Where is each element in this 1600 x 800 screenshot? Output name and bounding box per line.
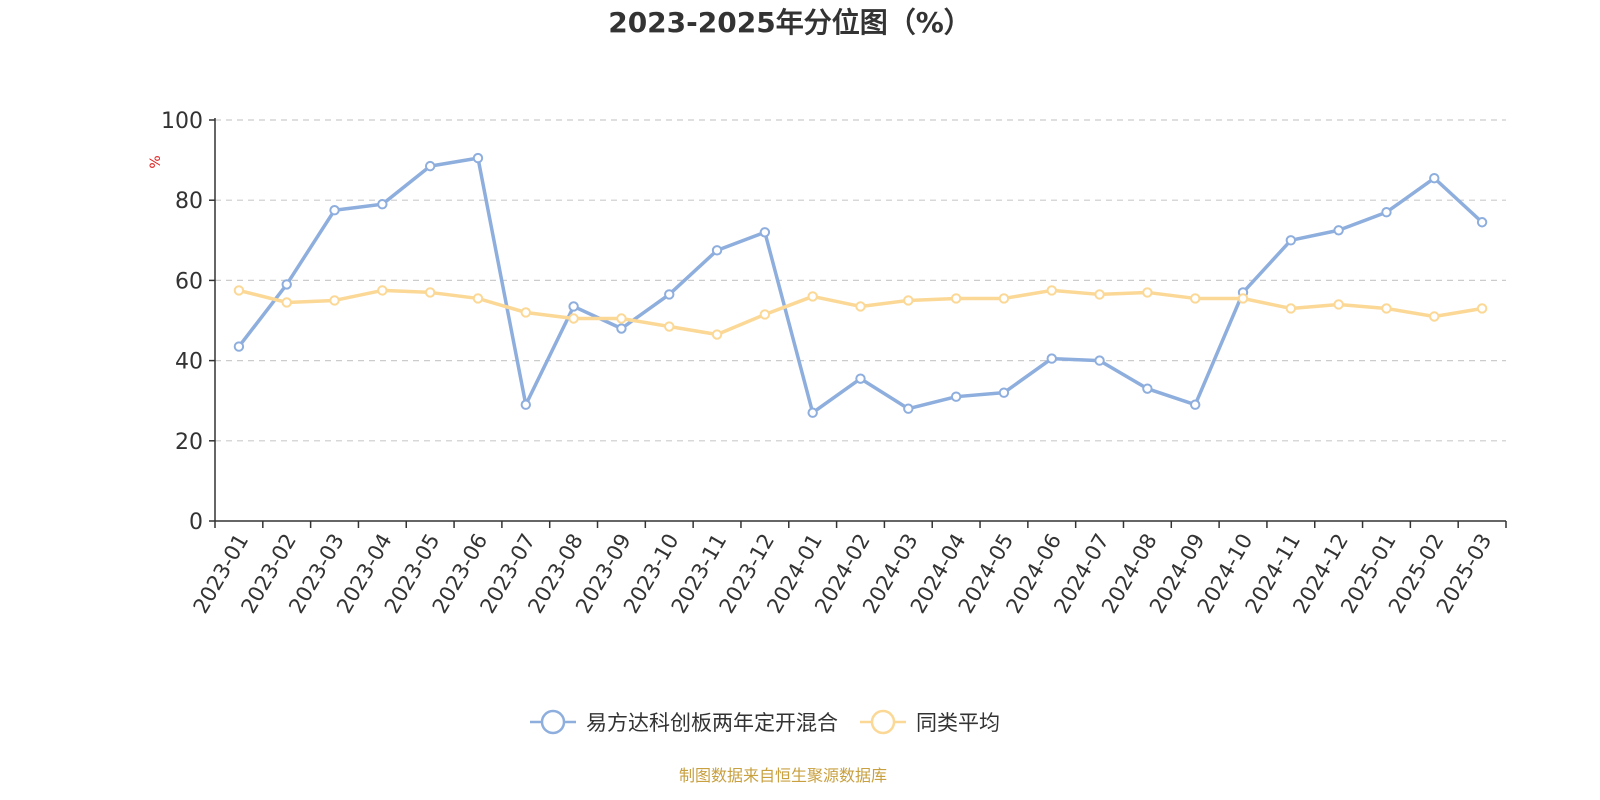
- data-source-note: 制图数据来自恒生聚源数据库: [679, 766, 887, 785]
- data-point: [903, 403, 914, 414]
- data-point: [377, 285, 388, 296]
- data-point: [998, 387, 1010, 398]
- data-point: [1094, 355, 1105, 366]
- x-tick-labels: 2023-012023-022023-032023-042023-052023-…: [189, 521, 1507, 617]
- data-point: [1476, 303, 1488, 314]
- data-point: [568, 313, 579, 324]
- legend-item[interactable]: 易方达科创板两年定开混合: [530, 709, 838, 735]
- data-point: [568, 301, 579, 312]
- data-point: [424, 287, 436, 298]
- data-point: [1046, 353, 1057, 364]
- y-tick-label: 60: [175, 269, 203, 294]
- axes: [214, 118, 1506, 522]
- data-point: [950, 391, 962, 402]
- legend-label: 易方达科创板两年定开混合: [586, 711, 838, 735]
- data-point: [1142, 287, 1153, 298]
- data-point: [424, 160, 436, 172]
- data-point: [711, 329, 723, 340]
- data-point: [281, 279, 292, 290]
- legend[interactable]: 易方达科创板两年定开混合 同类平均: [530, 709, 1000, 735]
- data-point: [759, 227, 771, 238]
- data-point: [1094, 289, 1105, 300]
- data-point: [1429, 172, 1440, 184]
- data-point: [472, 152, 484, 164]
- legend-circle-marker: [870, 709, 896, 735]
- data-point: [233, 341, 245, 352]
- data-point: [1285, 235, 1297, 246]
- data-point: [950, 293, 962, 304]
- legend-label: 同类平均: [916, 711, 1000, 735]
- data-point: [711, 245, 723, 256]
- data-point: [520, 399, 531, 410]
- legend-circle-marker: [540, 709, 566, 735]
- data-point: [1476, 217, 1488, 228]
- y-axis-unit-label: %: [148, 155, 164, 168]
- data-point: [616, 323, 627, 334]
- data-point: [903, 295, 914, 306]
- data-point: [1333, 299, 1344, 310]
- data-point: [1381, 207, 1392, 218]
- data-point: [281, 297, 292, 308]
- data-point: [329, 205, 340, 216]
- data-point: [1381, 303, 1392, 314]
- data-point: [759, 309, 771, 320]
- legend-item[interactable]: 同类平均: [860, 709, 1000, 735]
- y-tick-label: 100: [161, 109, 203, 134]
- data-point: [1046, 285, 1057, 296]
- data-point: [1237, 293, 1249, 304]
- gridlines: [215, 119, 1506, 442]
- data-point: [377, 199, 388, 210]
- data-point: [616, 313, 627, 324]
- data-point: [472, 293, 484, 304]
- data-point: [855, 301, 866, 312]
- chart-title: 2023-2025年分位图（%）: [608, 6, 972, 39]
- data-point: [1285, 303, 1297, 314]
- y-tick-label: 20: [175, 430, 203, 455]
- data-point: [1190, 399, 1201, 410]
- data-point: [1190, 293, 1201, 304]
- data-point: [520, 307, 531, 318]
- series-group: [233, 285, 1488, 340]
- y-tick-labels: 0 20 40 60 80 100: [161, 109, 215, 535]
- data-point: [998, 293, 1010, 304]
- y-tick-label: 40: [175, 350, 203, 375]
- data-point: [329, 295, 340, 306]
- series-group: [233, 152, 1488, 418]
- data-point: [1333, 225, 1344, 236]
- data-point: [1142, 383, 1153, 394]
- data-point: [664, 321, 675, 332]
- data-point: [233, 285, 245, 296]
- y-tick-label: 0: [189, 510, 203, 535]
- data-point: [664, 289, 675, 300]
- data-point: [807, 407, 818, 418]
- data-point: [855, 373, 866, 384]
- series-lines: [233, 152, 1488, 418]
- y-tick-label: 80: [175, 189, 203, 214]
- data-point: [1429, 311, 1440, 322]
- data-point: [807, 291, 818, 302]
- series-line: [238, 288, 1483, 337]
